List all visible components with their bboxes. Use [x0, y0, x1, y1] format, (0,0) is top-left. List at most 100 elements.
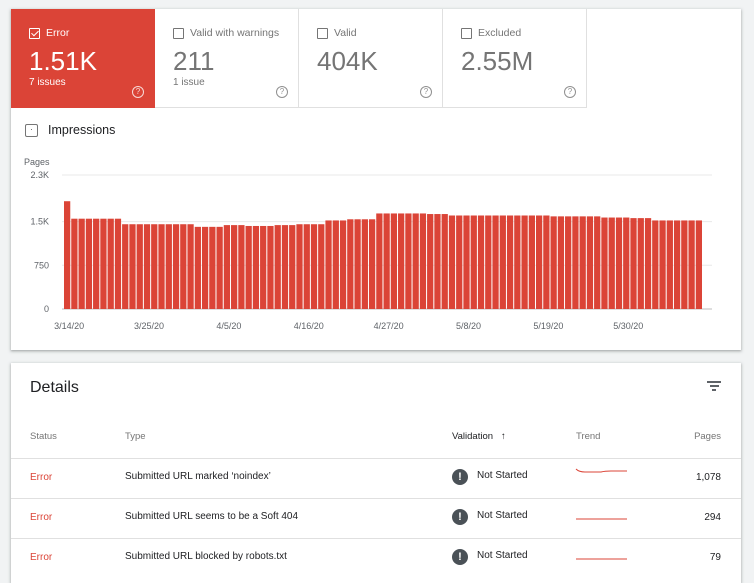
bar: [325, 220, 332, 309]
bar: [209, 226, 216, 309]
tile-value: 2.55M: [461, 46, 534, 76]
tile-excluded[interactable]: Excluded 2.55M ?: [443, 9, 587, 108]
bar: [419, 213, 427, 309]
x-tick-label: 3/25/20: [134, 321, 164, 331]
bar: [434, 214, 441, 309]
bar: [673, 220, 681, 309]
bar: [143, 224, 151, 309]
checkbox-icon[interactable]: [25, 123, 38, 137]
y-tick-label: 750: [34, 260, 49, 270]
tile-valid[interactable]: Valid 404K ?: [299, 9, 443, 108]
bar: [659, 220, 666, 309]
checkbox-icon[interactable]: [317, 28, 328, 39]
impressions-toggle[interactable]: Impressions: [25, 123, 115, 137]
x-tick-label: 4/5/20: [216, 321, 241, 331]
checkbox-icon[interactable]: [461, 28, 472, 39]
y-tick-label: 1.5K: [30, 217, 49, 227]
bar: [572, 216, 579, 309]
bar: [506, 215, 514, 309]
bar: [601, 217, 608, 309]
exclamation-icon: !: [452, 509, 468, 525]
bar: [361, 219, 368, 309]
bar: [223, 225, 231, 309]
bar: [180, 224, 187, 309]
filter-icon[interactable]: [707, 381, 721, 391]
bar: [151, 224, 158, 309]
validation-cell: Not Started: [477, 510, 528, 521]
table-row[interactable]: Error Submitted URL blocked by robots.tx…: [11, 538, 741, 578]
bar: [485, 215, 492, 309]
coverage-summary-card: Error 1.51K 7 issues ? Valid with warnin…: [11, 9, 741, 350]
trend-sparkline: [575, 468, 627, 473]
table-row[interactable]: Error Submitted URL marked ‘noindex’ ! N…: [11, 458, 741, 498]
x-tick-label: 5/30/20: [613, 321, 643, 331]
bar: [441, 214, 448, 309]
checkbox-checked-icon[interactable]: [29, 28, 40, 39]
bar: [623, 217, 630, 309]
bar: [586, 216, 594, 309]
bar: [637, 218, 644, 309]
help-icon[interactable]: ?: [132, 86, 144, 98]
pages-cell: 294: [704, 512, 721, 523]
tile-sub: 7 issues: [29, 77, 66, 88]
bar: [594, 216, 601, 309]
status-cell: Error: [30, 472, 53, 483]
bar: [194, 226, 201, 309]
bar: [260, 225, 267, 309]
bar: [296, 224, 303, 309]
tile-error[interactable]: Error 1.51K 7 issues ?: [11, 9, 155, 108]
column-header-pages[interactable]: Pages: [694, 431, 721, 442]
bar: [332, 220, 339, 309]
bar: [557, 216, 565, 309]
trend-sparkline: [576, 558, 627, 560]
bar: [136, 224, 143, 309]
bar: [463, 215, 470, 309]
bar: [565, 216, 572, 309]
x-tick-label: 3/14/20: [54, 321, 84, 331]
bar: [514, 215, 521, 309]
bar: [231, 225, 238, 309]
validation-cell: Not Started: [477, 550, 528, 561]
bar: [267, 225, 274, 309]
tile-sub: 1 issue: [173, 77, 205, 88]
y-tick-label: 0: [44, 304, 49, 314]
bar: [107, 218, 114, 309]
tile-label: Error: [46, 27, 70, 39]
bar: [114, 218, 122, 309]
bar: [427, 214, 434, 309]
bar: [281, 225, 289, 309]
bar: [398, 213, 405, 309]
bar: [492, 215, 499, 309]
pages-cell: 79: [709, 552, 721, 563]
checkbox-icon[interactable]: [173, 28, 184, 39]
bar: [688, 220, 695, 309]
bar: [165, 224, 172, 309]
bar: [318, 224, 325, 309]
bar: [499, 215, 506, 309]
bar: [376, 213, 383, 309]
column-header-status[interactable]: Status: [30, 431, 57, 442]
help-icon[interactable]: ?: [564, 86, 576, 98]
bar: [630, 218, 637, 309]
status-cell: Error: [30, 512, 53, 523]
bar: [289, 225, 296, 309]
status-cell: Error: [30, 552, 53, 563]
column-header-validation[interactable]: Validation ↑: [452, 431, 506, 442]
validation-cell: Not Started: [477, 470, 528, 481]
x-tick-label: 5/8/20: [456, 321, 481, 331]
help-icon[interactable]: ?: [420, 86, 432, 98]
bar: [695, 220, 702, 309]
bar: [93, 218, 100, 309]
bar: [477, 215, 485, 309]
bar: [216, 226, 223, 309]
column-header-type[interactable]: Type: [125, 431, 146, 442]
table-row[interactable]: Error Submitted URL seems to be a Soft 4…: [11, 498, 741, 538]
help-icon[interactable]: ?: [276, 86, 288, 98]
bar: [339, 220, 347, 309]
column-header-trend[interactable]: Trend: [576, 431, 601, 442]
bar: [528, 215, 535, 309]
bar: [579, 216, 586, 309]
tile-valid-with-warnings[interactable]: Valid with warnings 211 1 issue ?: [155, 9, 299, 108]
bar: [666, 220, 673, 309]
bar: [347, 219, 354, 309]
